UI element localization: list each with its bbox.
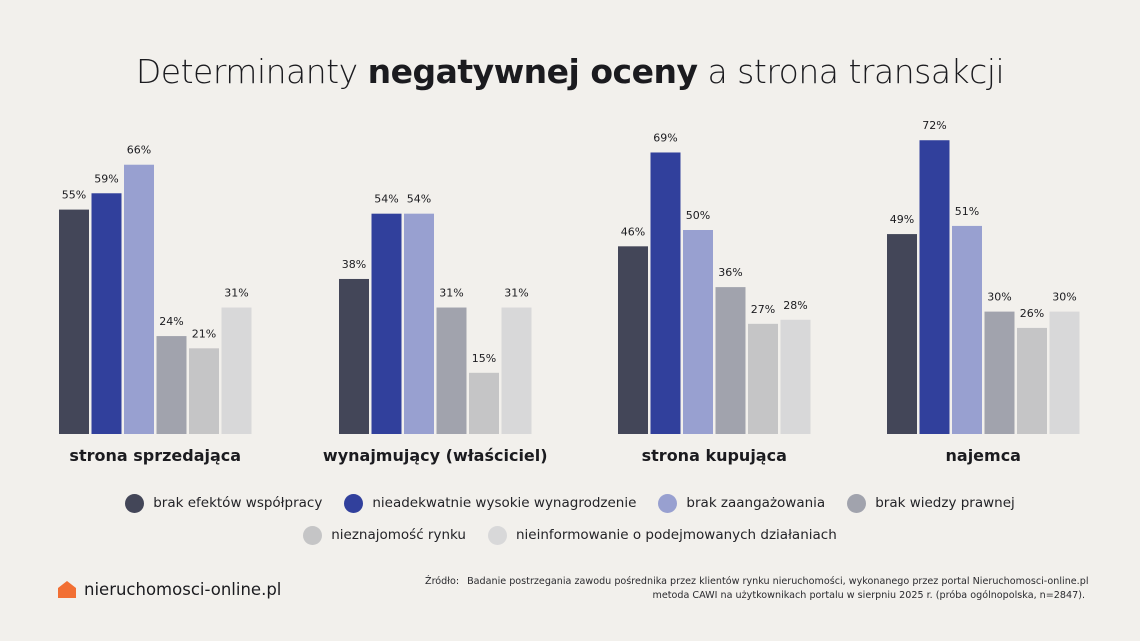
bar bbox=[984, 311, 1015, 434]
legend-row-2: nieznajomość rynku nieinformowanie o pod… bbox=[0, 523, 1140, 547]
data-label: 69% bbox=[653, 131, 677, 144]
bar bbox=[618, 246, 648, 434]
bar bbox=[952, 225, 982, 434]
bar bbox=[1017, 327, 1047, 434]
category-label: najemca bbox=[946, 446, 1021, 465]
bar bbox=[469, 372, 499, 434]
data-label: 21% bbox=[192, 327, 216, 340]
bar bbox=[748, 323, 778, 434]
data-label: 54% bbox=[407, 193, 431, 206]
title-regular-end: a strona transakcji bbox=[697, 52, 1005, 91]
data-label: 30% bbox=[1052, 291, 1076, 304]
data-label: 28% bbox=[783, 299, 807, 312]
bar bbox=[919, 140, 950, 435]
legend-swatch-icon bbox=[847, 493, 867, 513]
source-line-1: Badanie postrzegania zawodu pośrednika p… bbox=[467, 576, 1089, 587]
bar bbox=[887, 234, 917, 434]
legend-label: nieadekwatnie wysokie wynagrodzenie bbox=[372, 495, 637, 511]
legend-item: nieznajomość rynku bbox=[303, 525, 466, 545]
data-label: 30% bbox=[987, 291, 1011, 304]
legend-label: brak zaangażowania bbox=[686, 495, 826, 511]
chart-title: Determinanty negatywnej oceny a strona t… bbox=[0, 52, 1140, 91]
legend-item: brak efektów współpracy bbox=[125, 493, 323, 513]
legend: brak efektów współpracy nieadekwatnie wy… bbox=[0, 491, 1140, 547]
data-label: 49% bbox=[890, 213, 914, 226]
data-label: 50% bbox=[686, 209, 710, 222]
bar bbox=[371, 213, 402, 434]
category-label: wynajmujący (właściciel) bbox=[323, 446, 548, 465]
legend-item: nieinformowanie o podejmowanych działani… bbox=[487, 525, 837, 545]
data-label: 31% bbox=[439, 287, 463, 300]
data-label: 36% bbox=[718, 266, 742, 279]
title-regular: Determinanty bbox=[135, 52, 368, 91]
source-label: Źródło: bbox=[425, 576, 460, 587]
data-label: 26% bbox=[1020, 307, 1044, 320]
bar bbox=[501, 307, 532, 434]
house-icon bbox=[58, 581, 76, 598]
bar bbox=[436, 307, 467, 434]
bar bbox=[780, 319, 811, 434]
data-label: 55% bbox=[62, 189, 86, 202]
data-label: 15% bbox=[472, 352, 496, 365]
bar bbox=[156, 336, 187, 434]
bar bbox=[124, 164, 154, 434]
bar bbox=[1049, 311, 1080, 434]
data-label: 31% bbox=[224, 287, 248, 300]
data-label: 72% bbox=[922, 119, 946, 132]
bar bbox=[91, 193, 122, 434]
source-note: Źródło: Badanie postrzegania zawodu pośre… bbox=[425, 575, 1089, 603]
bar bbox=[59, 209, 89, 434]
data-label: 31% bbox=[504, 287, 528, 300]
data-label: 24% bbox=[159, 315, 183, 328]
data-label: 27% bbox=[751, 303, 775, 316]
title-bold: negatywnej oceny bbox=[367, 52, 698, 91]
legend-label: brak efektów współpracy bbox=[153, 495, 323, 511]
legend-label: nieinformowanie o podejmowanych działani… bbox=[515, 527, 837, 543]
data-label: 38% bbox=[342, 258, 366, 271]
data-label: 54% bbox=[374, 193, 398, 206]
data-label: 51% bbox=[955, 205, 979, 218]
category-label: strona sprzedająca bbox=[69, 446, 241, 465]
legend-swatch-icon bbox=[344, 493, 364, 513]
logo-text: nieruchomosci-online.pl bbox=[84, 580, 282, 599]
bar bbox=[189, 348, 219, 434]
bar bbox=[683, 230, 713, 434]
legend-swatch-icon bbox=[487, 525, 507, 545]
legend-swatch-icon bbox=[658, 493, 678, 513]
legend-label: brak wiedzy prawnej bbox=[875, 495, 1015, 511]
bar bbox=[221, 307, 252, 434]
legend-label: nieznajomość rynku bbox=[331, 527, 466, 543]
data-label: 46% bbox=[621, 225, 645, 238]
bar bbox=[715, 287, 746, 434]
bar bbox=[339, 278, 369, 434]
source-line-2: metoda CAWI na użytkownikach portalu w s… bbox=[652, 590, 1085, 601]
data-label: 59% bbox=[94, 172, 118, 185]
legend-swatch-icon bbox=[125, 493, 145, 513]
legend-item: nieadekwatnie wysokie wynagrodzenie bbox=[344, 493, 637, 513]
legend-row-1: brak efektów współpracy nieadekwatnie wy… bbox=[0, 491, 1140, 515]
legend-swatch-icon bbox=[303, 525, 323, 545]
bar-chart: 55% 59% 66% 24% 21% 31% strona sprzedająca 38% 5… bbox=[59, 119, 1080, 465]
legend-item: brak zaangażowania bbox=[658, 493, 826, 513]
bar bbox=[404, 213, 434, 434]
data-label: 66% bbox=[127, 144, 151, 157]
category-label: strona kupująca bbox=[642, 446, 787, 465]
legend-item: brak wiedzy prawnej bbox=[847, 493, 1015, 513]
bar bbox=[650, 152, 681, 435]
brand-logo[interactable]: nieruchomosci-online.pl bbox=[58, 580, 281, 599]
